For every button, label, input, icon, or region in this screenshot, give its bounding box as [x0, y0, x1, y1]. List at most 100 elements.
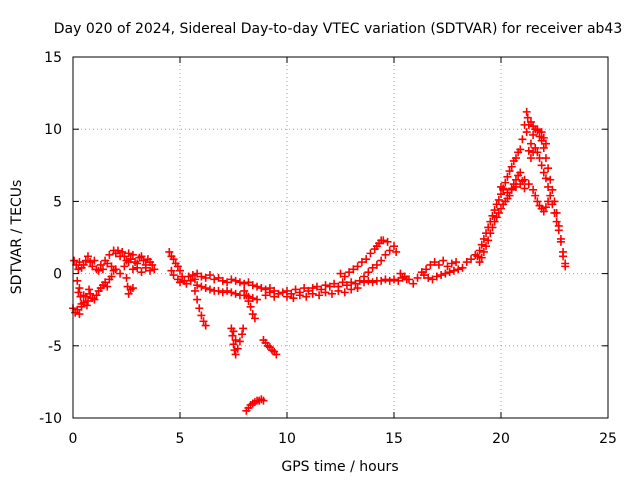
x-axis-label: GPS time / hours — [281, 459, 398, 475]
data-point — [535, 132, 544, 141]
data-point — [347, 285, 356, 294]
data-point — [490, 217, 499, 226]
data-point — [223, 286, 232, 295]
data-point — [238, 330, 247, 339]
data-point — [336, 269, 345, 278]
data-point — [505, 167, 514, 176]
data-point — [235, 278, 244, 287]
data-point — [253, 282, 262, 291]
data-point — [479, 247, 488, 256]
data-point — [360, 272, 369, 281]
data-point — [94, 266, 103, 275]
data-point — [355, 276, 364, 285]
data-point — [511, 154, 520, 163]
data-point — [229, 327, 238, 336]
data-point — [526, 154, 535, 163]
data-point — [353, 262, 362, 271]
data-point — [141, 263, 150, 272]
data-point — [381, 275, 390, 284]
data-point — [364, 268, 373, 277]
data-point — [182, 279, 191, 288]
data-point — [520, 184, 529, 193]
data-point — [550, 208, 559, 217]
data-point — [124, 258, 133, 267]
data-point — [92, 291, 101, 300]
data-point — [73, 305, 82, 314]
data-point — [342, 281, 351, 290]
y-tick-label: 15 — [44, 50, 62, 66]
data-point — [507, 162, 516, 171]
data-point — [312, 282, 321, 291]
data-point — [120, 262, 129, 271]
data-point — [85, 285, 94, 294]
data-point — [231, 350, 240, 359]
data-point — [385, 246, 394, 255]
data-point — [90, 256, 99, 265]
data-point — [511, 175, 520, 184]
data-point — [86, 289, 95, 298]
data-point — [190, 286, 199, 295]
data-point — [377, 276, 386, 285]
data-point — [531, 191, 540, 200]
data-point — [430, 258, 439, 267]
x-tick-label: 15 — [385, 431, 403, 447]
x-tick-label: 25 — [599, 431, 617, 447]
data-point — [283, 292, 291, 301]
data-point — [257, 284, 266, 293]
data-point — [317, 285, 326, 294]
data-point — [533, 148, 542, 157]
y-axis-label: SDTVAR / TECUs — [9, 180, 25, 295]
data-point — [315, 291, 324, 300]
data-point — [300, 284, 309, 293]
data-point — [227, 275, 236, 284]
data-point — [426, 260, 435, 269]
data-point — [364, 276, 373, 285]
data-point — [98, 265, 107, 274]
data-point — [74, 288, 83, 297]
data-point — [494, 208, 503, 217]
data-point — [101, 278, 110, 287]
x-tick-label: 5 — [176, 431, 185, 447]
data-point — [218, 288, 227, 297]
data-point — [287, 289, 296, 298]
data-point — [302, 292, 311, 301]
data-point — [248, 281, 257, 290]
data-point — [524, 146, 533, 155]
data-point — [193, 269, 202, 278]
data-point — [490, 206, 499, 215]
data-point — [454, 265, 463, 274]
data-point — [522, 107, 531, 116]
data-point — [103, 282, 112, 291]
data-point — [321, 288, 330, 297]
data-point — [484, 236, 493, 245]
data-point — [235, 337, 244, 346]
data-point — [475, 258, 484, 267]
data-point — [176, 266, 184, 275]
data-point — [244, 297, 253, 306]
data-point — [381, 250, 390, 259]
data-point — [124, 289, 133, 298]
data-point — [248, 310, 257, 319]
data-point — [193, 281, 202, 290]
data-point — [368, 278, 377, 287]
data-point — [539, 207, 548, 216]
data-point — [118, 247, 127, 256]
data-point — [428, 275, 437, 284]
data-point — [105, 250, 114, 259]
data-point — [291, 285, 300, 294]
data-point — [385, 276, 394, 285]
y-tick-label: 0 — [53, 267, 62, 283]
plot-frame — [72, 56, 609, 419]
data-point — [497, 190, 505, 199]
data-point — [377, 236, 386, 245]
data-point — [503, 188, 512, 197]
data-point — [128, 250, 137, 259]
data-point — [201, 273, 210, 282]
data-point — [205, 285, 214, 294]
data-point — [539, 143, 548, 152]
data-point — [289, 294, 298, 303]
data-point — [499, 185, 508, 194]
data-point — [148, 260, 157, 269]
data-points — [69, 107, 570, 415]
data-point — [522, 128, 531, 137]
